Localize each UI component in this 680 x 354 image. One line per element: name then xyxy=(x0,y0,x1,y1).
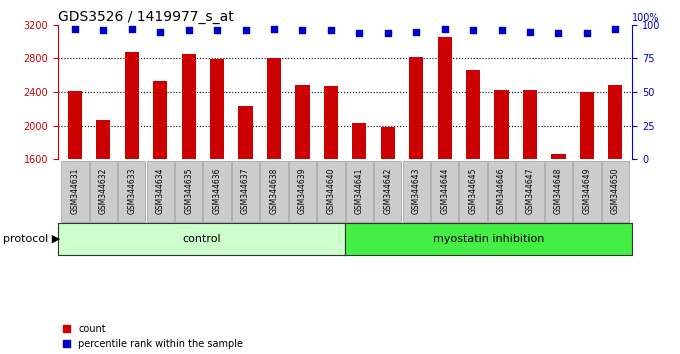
Bar xyxy=(409,57,424,294)
Bar xyxy=(295,85,309,294)
FancyBboxPatch shape xyxy=(232,161,259,222)
Point xyxy=(439,26,450,32)
Bar xyxy=(267,58,281,294)
Bar xyxy=(210,59,224,294)
Text: GSM344644: GSM344644 xyxy=(440,168,449,215)
Text: GSM344636: GSM344636 xyxy=(213,168,222,215)
Bar xyxy=(153,81,167,294)
FancyBboxPatch shape xyxy=(175,161,203,222)
FancyBboxPatch shape xyxy=(573,161,600,222)
FancyBboxPatch shape xyxy=(61,161,88,222)
Point xyxy=(183,27,194,33)
Text: control: control xyxy=(182,234,221,244)
Legend: count, percentile rank within the sample: count, percentile rank within the sample xyxy=(63,324,243,349)
Bar xyxy=(352,123,367,294)
FancyBboxPatch shape xyxy=(318,161,345,222)
Text: GSM344633: GSM344633 xyxy=(127,168,136,215)
FancyBboxPatch shape xyxy=(431,161,458,222)
Bar xyxy=(124,52,139,294)
Text: GSM344634: GSM344634 xyxy=(156,168,165,215)
Bar xyxy=(324,86,338,294)
Bar xyxy=(437,38,452,294)
Point xyxy=(269,26,279,32)
Text: GSM344650: GSM344650 xyxy=(611,168,620,215)
FancyBboxPatch shape xyxy=(118,161,146,222)
Point xyxy=(155,29,166,34)
Bar xyxy=(608,85,622,294)
FancyBboxPatch shape xyxy=(90,161,117,222)
Point xyxy=(496,27,507,33)
FancyBboxPatch shape xyxy=(260,161,288,222)
Point xyxy=(240,27,251,33)
Text: GSM344642: GSM344642 xyxy=(384,168,392,215)
FancyBboxPatch shape xyxy=(147,161,174,222)
Text: GSM344643: GSM344643 xyxy=(411,168,421,215)
FancyBboxPatch shape xyxy=(374,161,401,222)
Text: GSM344649: GSM344649 xyxy=(582,168,592,215)
Bar xyxy=(551,154,566,294)
Bar xyxy=(68,91,82,294)
Bar xyxy=(466,70,480,294)
FancyBboxPatch shape xyxy=(345,161,373,222)
Text: GSM344648: GSM344648 xyxy=(554,168,563,215)
Point xyxy=(98,27,109,33)
Bar xyxy=(523,90,537,294)
Point xyxy=(126,26,137,32)
Text: GSM344647: GSM344647 xyxy=(526,168,534,215)
FancyBboxPatch shape xyxy=(460,161,487,222)
FancyBboxPatch shape xyxy=(289,161,316,222)
Point xyxy=(411,29,422,34)
FancyBboxPatch shape xyxy=(403,161,430,222)
Point xyxy=(297,27,308,33)
Text: GSM344639: GSM344639 xyxy=(298,168,307,215)
Text: protocol ▶: protocol ▶ xyxy=(3,234,61,244)
Text: GDS3526 / 1419977_s_at: GDS3526 / 1419977_s_at xyxy=(58,10,233,24)
Text: GSM344631: GSM344631 xyxy=(70,168,80,215)
Text: GSM344646: GSM344646 xyxy=(497,168,506,215)
FancyBboxPatch shape xyxy=(488,161,515,222)
Text: myostatin inhibition: myostatin inhibition xyxy=(433,234,545,244)
Text: GSM344632: GSM344632 xyxy=(99,168,108,215)
FancyBboxPatch shape xyxy=(203,161,231,222)
Point xyxy=(524,29,535,34)
Text: GSM344635: GSM344635 xyxy=(184,168,193,215)
FancyBboxPatch shape xyxy=(545,161,572,222)
Text: GSM344637: GSM344637 xyxy=(241,168,250,215)
Bar xyxy=(182,54,196,294)
Text: GSM344640: GSM344640 xyxy=(326,168,335,215)
Point xyxy=(382,30,393,36)
Point xyxy=(581,30,592,36)
Point xyxy=(69,26,80,32)
Point xyxy=(354,30,364,36)
Text: 100%: 100% xyxy=(632,13,660,23)
Point xyxy=(468,27,479,33)
Point xyxy=(610,26,621,32)
Point xyxy=(553,30,564,36)
Bar xyxy=(239,106,253,294)
FancyBboxPatch shape xyxy=(516,161,543,222)
Bar xyxy=(381,127,395,294)
Text: GSM344638: GSM344638 xyxy=(269,168,279,215)
Point xyxy=(326,27,337,33)
Bar xyxy=(494,90,509,294)
Bar xyxy=(96,120,110,294)
Text: GSM344641: GSM344641 xyxy=(355,168,364,215)
Point xyxy=(211,27,222,33)
Text: GSM344645: GSM344645 xyxy=(469,168,477,215)
Bar xyxy=(580,92,594,294)
FancyBboxPatch shape xyxy=(602,161,629,222)
